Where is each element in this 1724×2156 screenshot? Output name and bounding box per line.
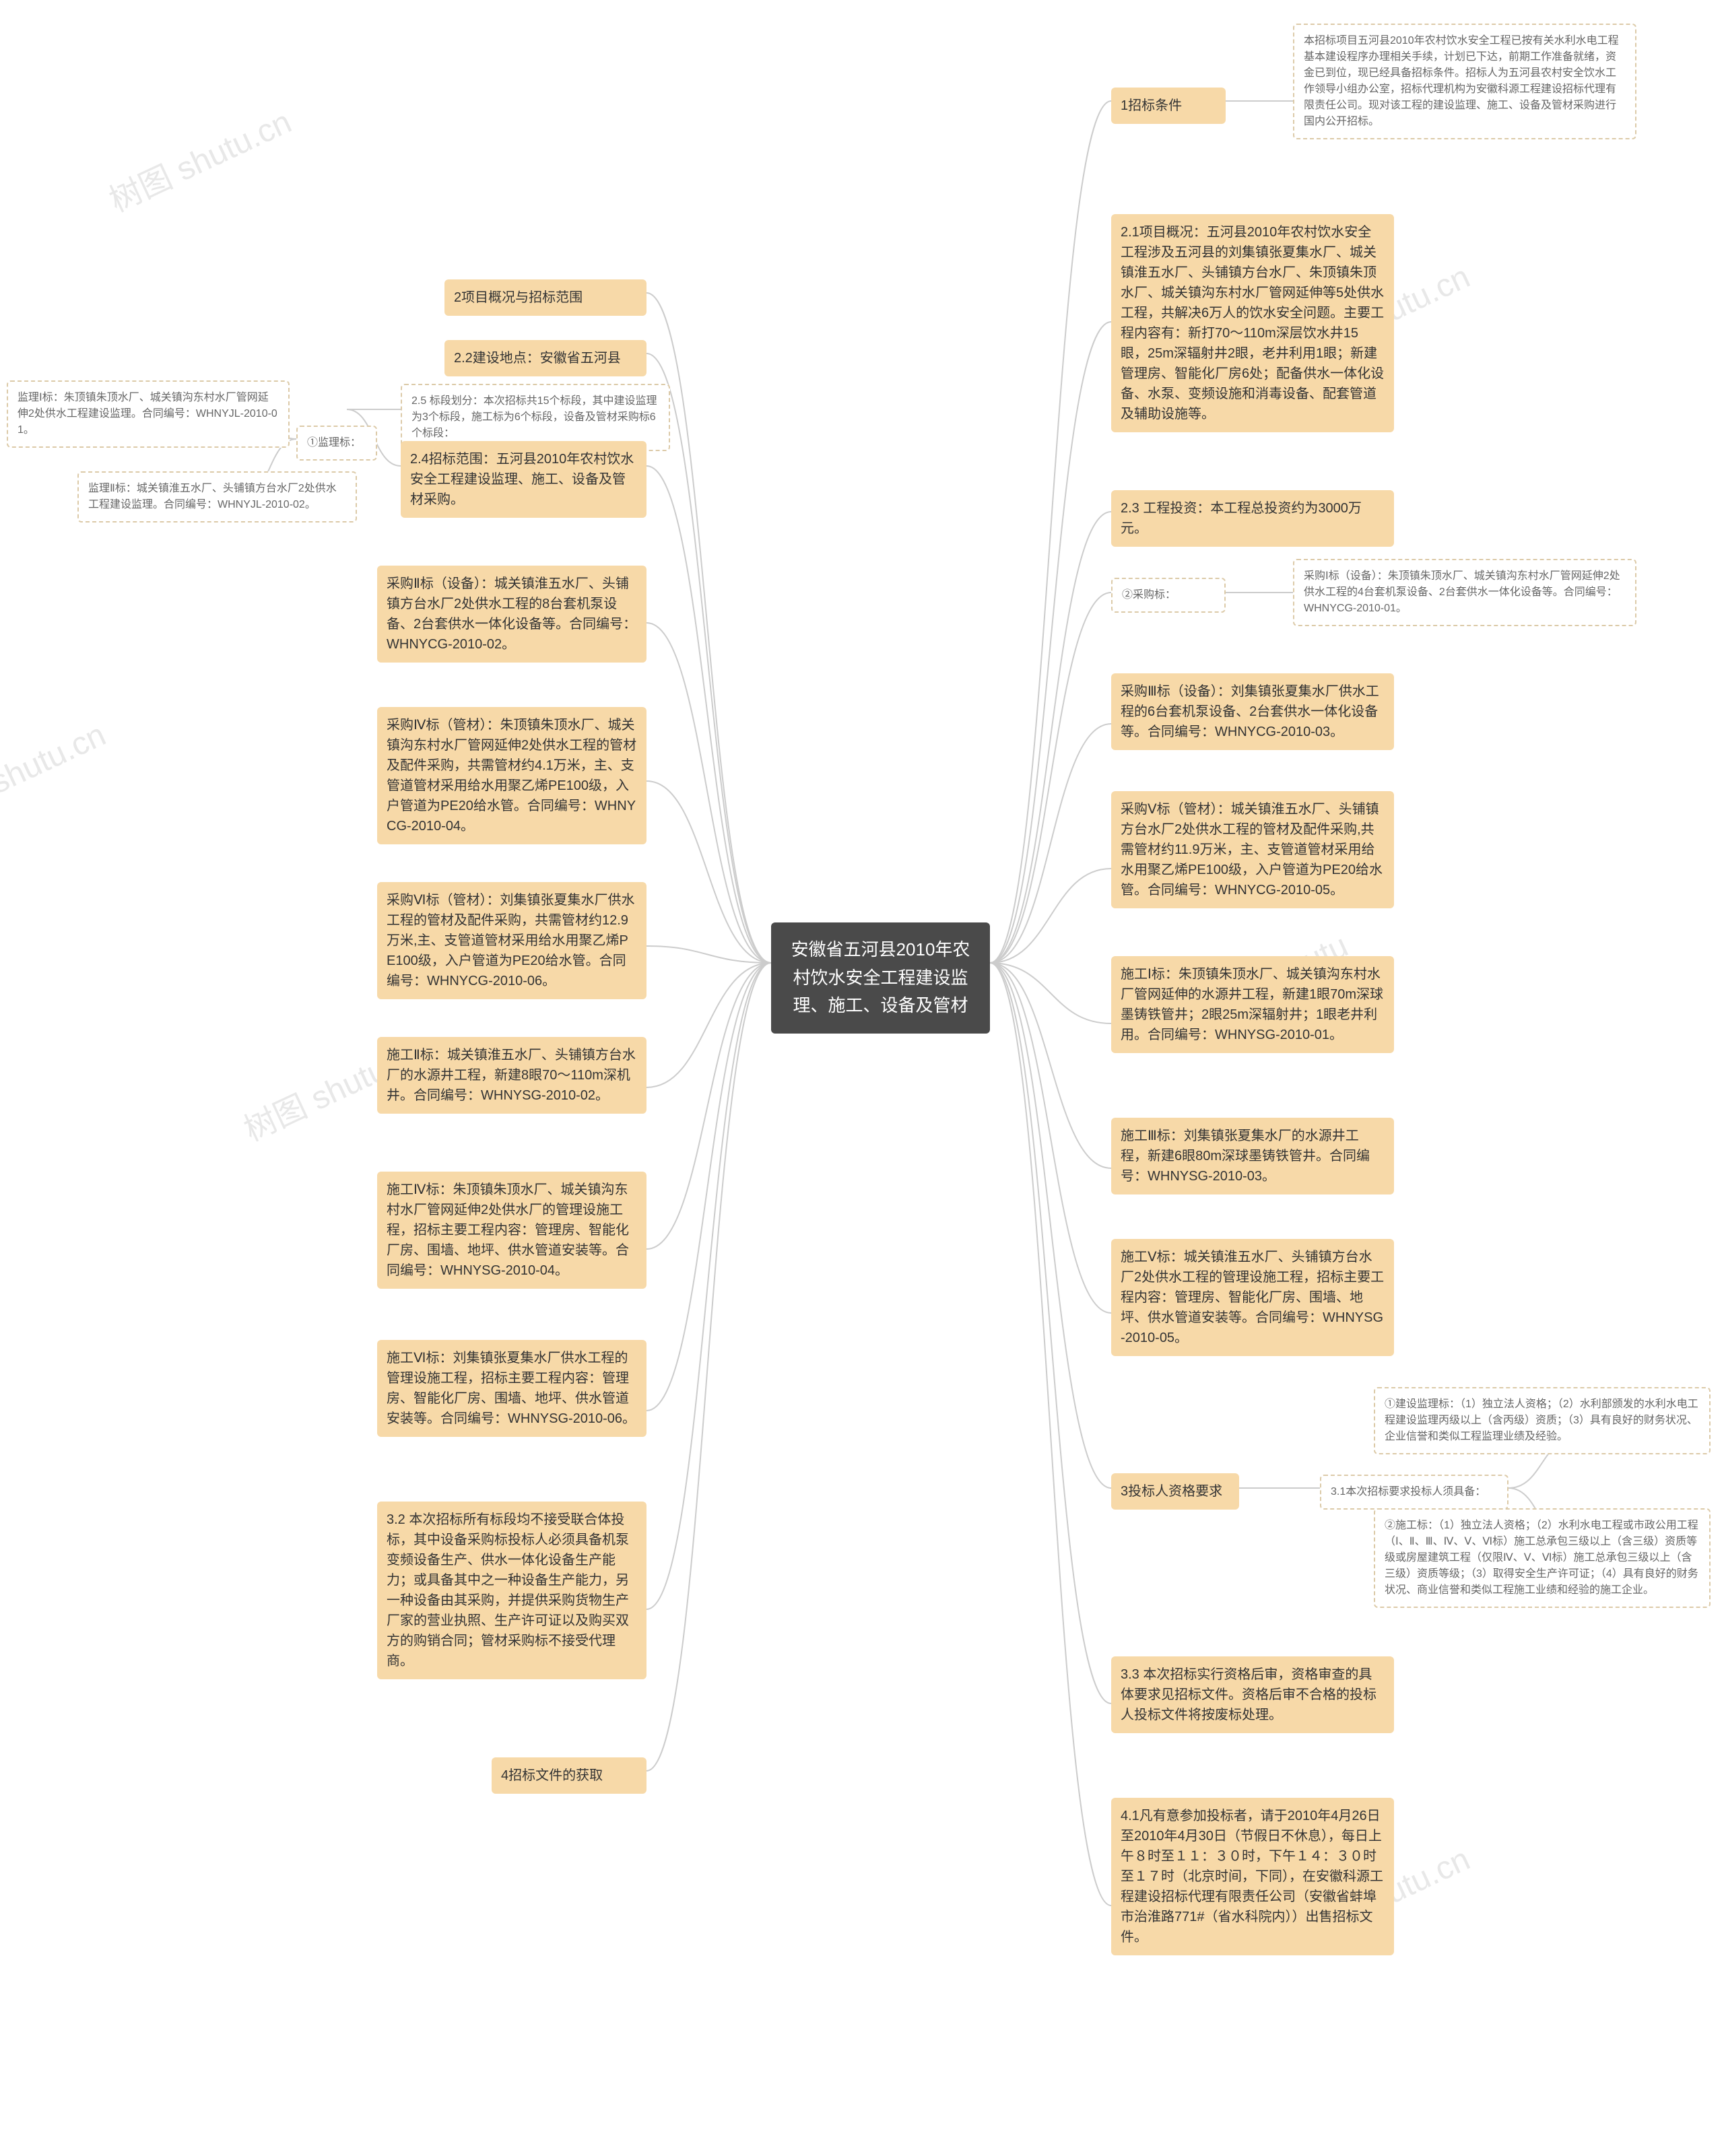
watermark: 图 shutu.cn <box>0 708 112 820</box>
center-node: 安徽省五河县2010年农村饮水安全工程建设监理、施工、设备及管材 <box>771 922 990 1034</box>
node-l22: 2.2建设地点：安徽省五河县 <box>444 340 646 376</box>
node-r1: 1招标条件 <box>1111 88 1226 124</box>
node-l24: 2.4招标范围：五河县2010年农村饮水安全工程建设监理、施工、设备及管材采购。 <box>401 441 646 518</box>
node-l-sg2: 施工Ⅱ标：城关镇淮五水厂、头铺镇方台水厂的水源井工程，新建8眼70～110m深机… <box>377 1037 646 1114</box>
node-l-cg4: 采购Ⅳ标（管材）：朱顶镇朱顶水厂、城关镇沟东村水厂管网延伸2处供水工程的管材及配… <box>377 707 646 844</box>
node-r-sg5: 施工Ⅴ标：城关镇淮五水厂、头铺镇方台水厂2处供水工程的管理设施工程，招标主要工程… <box>1111 1239 1394 1356</box>
node-r-cg1: 采购Ⅰ标（设备）：朱顶镇朱顶水厂、城关镇沟东村水厂管网延伸2处供水工程的4台套机… <box>1293 559 1636 626</box>
node-l4: 4招标文件的获取 <box>492 1757 646 1794</box>
node-r23: 2.3 工程投资：本工程总投资约为3000万元。 <box>1111 490 1394 547</box>
node-l25a2: 监理Ⅱ标：城关镇淮五水厂、头铺镇方台水厂2处供水工程建设监理。合同编号：WHNY… <box>77 471 357 523</box>
node-r33: 3.3 本次招标实行资格后审，资格审查的具体要求见招标文件。资格后审不合格的投标… <box>1111 1656 1394 1733</box>
node-r-cg3: 采购Ⅲ标（设备）：刘集镇张夏集水厂供水工程的6台套机泵设备、2台套供水一体化设备… <box>1111 673 1394 750</box>
node-r-cg5: 采购Ⅴ标（管材）：城关镇淮五水厂、头铺镇方台水厂2处供水工程的管材及配件采购,共… <box>1111 791 1394 908</box>
node-r1d: 本招标项目五河县2010年农村饮水安全工程已按有关水利水电工程基本建设程序办理相… <box>1293 24 1636 139</box>
node-l25a1: 监理Ⅰ标：朱顶镇朱顶水厂、城关镇沟东村水厂管网延伸2处供水工程建设监理。合同编号… <box>7 380 290 448</box>
node-r-cg: ②采购标： <box>1111 578 1226 613</box>
node-r31b: ②施工标：（1）独立法人资格；（2）水利水电工程或市政公用工程（Ⅰ、Ⅱ、Ⅲ、Ⅳ、… <box>1374 1508 1711 1608</box>
connector-layer <box>0 0 1724 2156</box>
node-r3: 3投标人资格要求 <box>1111 1473 1239 1510</box>
node-r-sg3: 施工Ⅲ标：刘集镇张夏集水厂的水源井工程，新建6眼80m深球墨铸铁管井。合同编号：… <box>1111 1118 1394 1194</box>
node-l32: 3.2 本次招标所有标段均不接受联合体投标，其中设备采购标投标人必须具备机泵变频… <box>377 1502 646 1679</box>
node-l25a: ①监理标： <box>296 426 377 461</box>
node-r41: 4.1凡有意参加投标者，请于2010年4月26日至2010年4月30日（节假日不… <box>1111 1798 1394 1955</box>
node-l-cg6: 采购Ⅵ标（管材）：刘集镇张夏集水厂供水工程的管材及配件采购，共需管材约12.9万… <box>377 882 646 999</box>
node-l-cg2: 采购Ⅱ标（设备）：城关镇淮五水厂、头铺镇方台水厂2处供水工程的8台套机泵设备、2… <box>377 566 646 663</box>
node-l-sg4: 施工Ⅳ标：朱顶镇朱顶水厂、城关镇沟东村水厂管网延伸2处供水厂的管理设施工程，招标… <box>377 1172 646 1289</box>
node-r31: 3.1本次招标要求投标人须具备： <box>1320 1475 1508 1510</box>
node-l-sg6: 施工Ⅵ标：刘集镇张夏集水厂供水工程的管理设施工程，招标主要工程内容：管理房、智能… <box>377 1340 646 1437</box>
watermark: 树图 shutu.cn <box>100 96 298 221</box>
node-r31a: ①建设监理标：（1）独立法人资格；（2）水利部颁发的水利水电工程建设监理丙级以上… <box>1374 1387 1711 1454</box>
node-l2: 2项目概况与招标范围 <box>444 279 646 316</box>
node-r21: 2.1项目概况：五河县2010年农村饮水安全工程涉及五河县的刘集镇张夏集水厂、城… <box>1111 214 1394 432</box>
node-r-sg1: 施工Ⅰ标：朱顶镇朱顶水厂、城关镇沟东村水厂管网延伸的水源井工程，新建1眼70m深… <box>1111 956 1394 1053</box>
